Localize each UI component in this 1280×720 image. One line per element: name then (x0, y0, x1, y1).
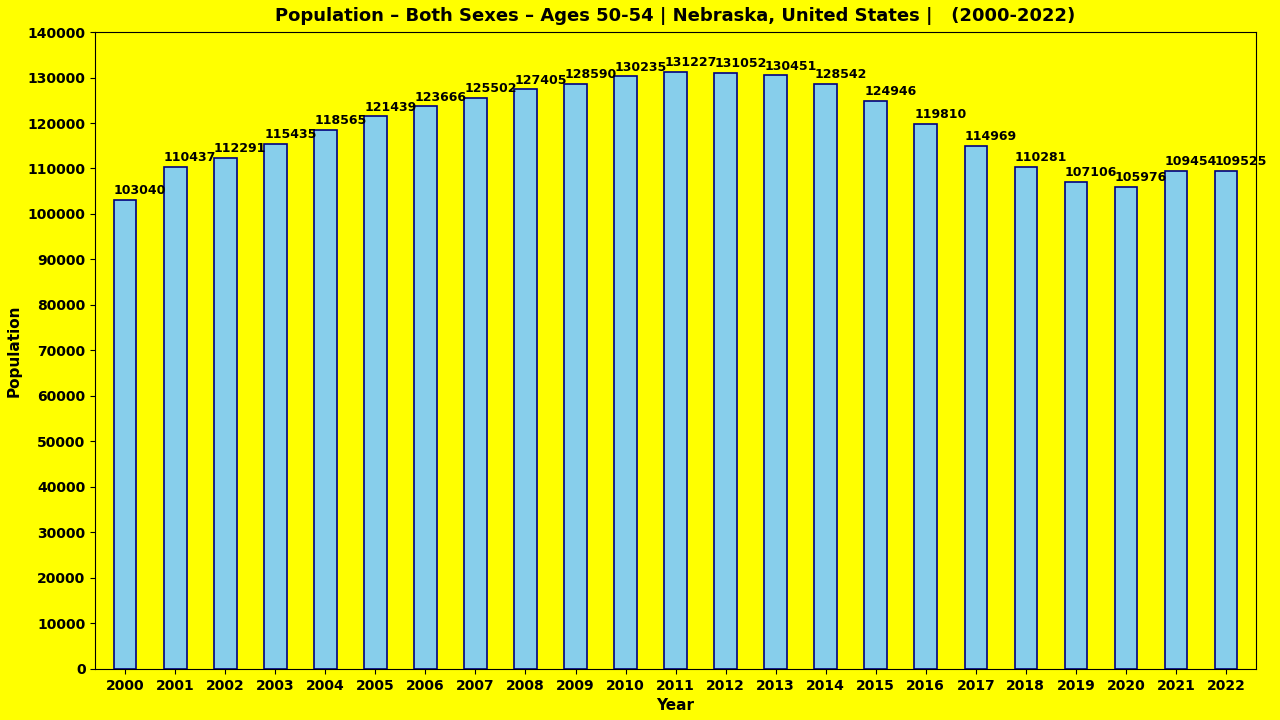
Text: 109525: 109525 (1215, 155, 1267, 168)
Bar (714, 73, 737, 669)
X-axis label: Year: Year (657, 698, 695, 713)
Bar (1065, 181, 1087, 669)
Bar (764, 76, 787, 669)
Y-axis label: Population: Population (6, 304, 22, 397)
Bar (164, 166, 187, 669)
Text: 130451: 130451 (764, 60, 817, 73)
Bar (614, 76, 637, 669)
Bar (114, 200, 137, 669)
Text: 125502: 125502 (465, 82, 517, 95)
Text: 128542: 128542 (814, 68, 867, 81)
Text: 124946: 124946 (864, 85, 916, 98)
Text: 121439: 121439 (364, 101, 416, 114)
Text: 130235: 130235 (614, 60, 667, 73)
Bar (364, 117, 387, 669)
Text: 114969: 114969 (965, 130, 1016, 143)
Bar (914, 124, 937, 669)
Bar (1165, 171, 1187, 669)
Bar (314, 130, 337, 669)
Text: 127405: 127405 (515, 73, 567, 86)
Bar (564, 84, 586, 669)
Bar (415, 107, 436, 669)
Text: 110437: 110437 (164, 150, 216, 163)
Bar (664, 72, 687, 669)
Text: 115435: 115435 (264, 128, 316, 141)
Text: 119810: 119810 (914, 108, 966, 121)
Bar (1115, 186, 1137, 669)
Text: 131052: 131052 (714, 57, 767, 70)
Text: 112291: 112291 (214, 143, 266, 156)
Title: Population – Both Sexes – Ages 50-54 | Nebraska, United States |   (2000-2022): Population – Both Sexes – Ages 50-54 | N… (275, 7, 1075, 25)
Bar (214, 158, 237, 669)
Bar (814, 84, 837, 669)
Bar (864, 101, 887, 669)
Text: 105976: 105976 (1115, 171, 1167, 184)
Text: 103040: 103040 (114, 184, 166, 197)
Bar (1015, 167, 1037, 669)
Text: 118565: 118565 (314, 114, 366, 127)
Text: 131227: 131227 (664, 56, 717, 69)
Bar (1215, 171, 1238, 669)
Bar (465, 98, 486, 669)
Text: 110281: 110281 (1015, 151, 1068, 164)
Bar (515, 89, 536, 669)
Bar (965, 146, 987, 669)
Text: 107106: 107106 (1065, 166, 1117, 179)
Text: 109454: 109454 (1165, 156, 1217, 168)
Text: 128590: 128590 (564, 68, 617, 81)
Bar (264, 144, 287, 669)
Text: 123666: 123666 (415, 91, 466, 104)
